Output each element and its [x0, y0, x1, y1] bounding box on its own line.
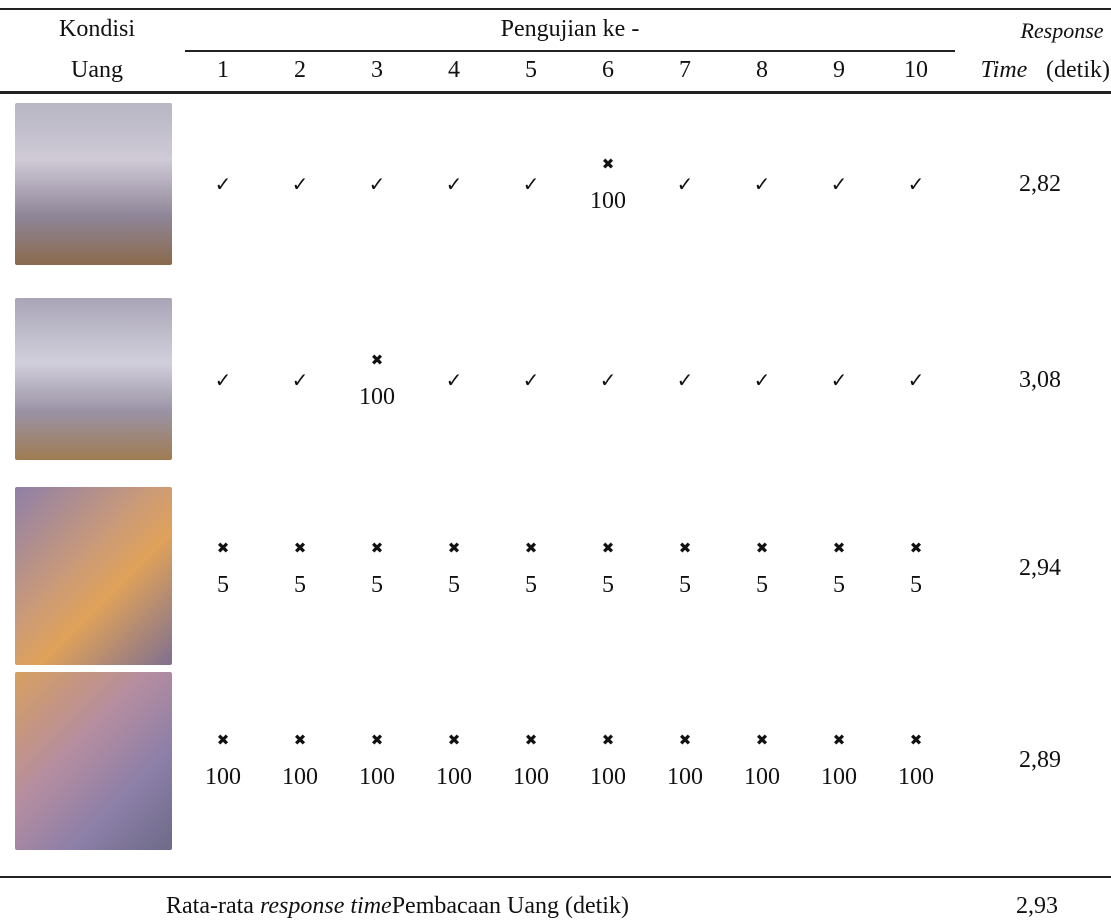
status-mark: ✓ — [908, 366, 925, 394]
cell-value: 100 — [590, 763, 626, 791]
cell-value: 100 — [821, 763, 857, 791]
cell-value: 5 — [756, 571, 768, 599]
status-mark: ✓ — [754, 170, 771, 198]
cell-value: 100 — [513, 763, 549, 791]
status-mark: ✓ — [215, 170, 232, 198]
cell-value: 5 — [833, 571, 845, 599]
status-mark: ✖ — [756, 534, 769, 562]
cell-value: 5 — [448, 571, 460, 599]
banknote-photo — [15, 298, 172, 460]
rule — [0, 876, 1111, 878]
cell-value: 100 — [436, 763, 472, 791]
status-mark: ✖ — [371, 534, 384, 562]
status-mark: ✓ — [677, 170, 694, 198]
header-cell: Response — [1020, 17, 1103, 45]
status-mark: ✖ — [371, 726, 384, 754]
header-cell: 5 — [525, 56, 537, 84]
status-mark: ✓ — [831, 366, 848, 394]
cell-value: 5 — [371, 571, 383, 599]
rule — [0, 91, 1111, 94]
status-mark: ✓ — [754, 366, 771, 394]
status-mark: ✖ — [371, 346, 384, 374]
cell-value: 100 — [744, 763, 780, 791]
status-mark: ✓ — [446, 366, 463, 394]
footer-label: Pembacaan Uang (detik) — [392, 893, 629, 919]
header-cell: 10 — [904, 56, 928, 84]
status-mark: ✓ — [831, 170, 848, 198]
header-cell: 6 — [602, 56, 614, 84]
header-cell: Kondisi — [59, 15, 135, 43]
footer-label: Rata-rata — [166, 893, 254, 919]
status-mark: ✖ — [525, 534, 538, 562]
cell-value: 100 — [359, 763, 395, 791]
cell-value: 100 — [282, 763, 318, 791]
status-mark: ✓ — [677, 366, 694, 394]
header-cell: 1 — [217, 56, 229, 84]
header-cell: 3 — [371, 56, 383, 84]
cell-value: 5 — [525, 571, 537, 599]
header-cell: 7 — [679, 56, 691, 84]
cell-value: 5 — [217, 571, 229, 599]
header-cell: 8 — [756, 56, 768, 84]
status-mark: ✖ — [833, 726, 846, 754]
status-mark: ✓ — [523, 366, 540, 394]
status-mark: ✖ — [448, 534, 461, 562]
status-mark: ✓ — [215, 366, 232, 394]
response-time: 2,94 — [1019, 554, 1061, 582]
cell-value: 100 — [667, 763, 703, 791]
status-mark: ✖ — [602, 726, 615, 754]
rule — [185, 50, 955, 52]
status-mark: ✖ — [294, 534, 307, 562]
cell-value: 100 — [359, 383, 395, 411]
status-mark: ✓ — [523, 170, 540, 198]
status-mark: ✖ — [910, 534, 923, 562]
response-time: 2,82 — [1019, 170, 1061, 198]
response-time: 3,08 — [1019, 366, 1061, 394]
status-mark: ✖ — [679, 534, 692, 562]
header-cell: 2 — [294, 56, 306, 84]
status-mark: ✓ — [292, 366, 309, 394]
status-mark: ✖ — [833, 534, 846, 562]
cell-value: 5 — [910, 571, 922, 599]
status-mark: ✖ — [217, 534, 230, 562]
status-mark: ✓ — [446, 170, 463, 198]
response-time: 2,89 — [1019, 746, 1061, 774]
cell-value: 100 — [590, 187, 626, 215]
cell-value: 5 — [679, 571, 691, 599]
status-mark: ✓ — [292, 170, 309, 198]
header-cell: 4 — [448, 56, 460, 84]
header-cell: (detik) — [1046, 56, 1110, 84]
header-cell: Pengujian ke - — [501, 15, 640, 43]
rule — [0, 8, 1111, 10]
status-mark: ✓ — [908, 170, 925, 198]
status-mark: ✖ — [602, 150, 615, 178]
cell-value: 100 — [205, 763, 241, 791]
status-mark: ✖ — [525, 726, 538, 754]
status-mark: ✖ — [448, 726, 461, 754]
status-mark: ✓ — [600, 366, 617, 394]
footer-label: response time — [260, 893, 392, 919]
status-mark: ✖ — [294, 726, 307, 754]
banknote-photo — [15, 672, 172, 850]
cell-value: 100 — [898, 763, 934, 791]
cell-value: 5 — [602, 571, 614, 599]
status-mark: ✖ — [217, 726, 230, 754]
status-mark: ✖ — [910, 726, 923, 754]
status-mark: ✖ — [756, 726, 769, 754]
table-page: Rata-rataresponse timePembacaan Uang (de… — [0, 0, 1111, 917]
header-cell: Time — [981, 56, 1028, 84]
status-mark: ✖ — [602, 534, 615, 562]
status-mark: ✓ — [369, 170, 386, 198]
header-cell: 9 — [833, 56, 845, 84]
banknote-photo — [15, 103, 172, 265]
footer-value: 2,93 — [1016, 892, 1058, 920]
banknote-photo — [15, 487, 172, 665]
cell-value: 5 — [294, 571, 306, 599]
header-cell: Uang — [71, 56, 123, 84]
status-mark: ✖ — [679, 726, 692, 754]
